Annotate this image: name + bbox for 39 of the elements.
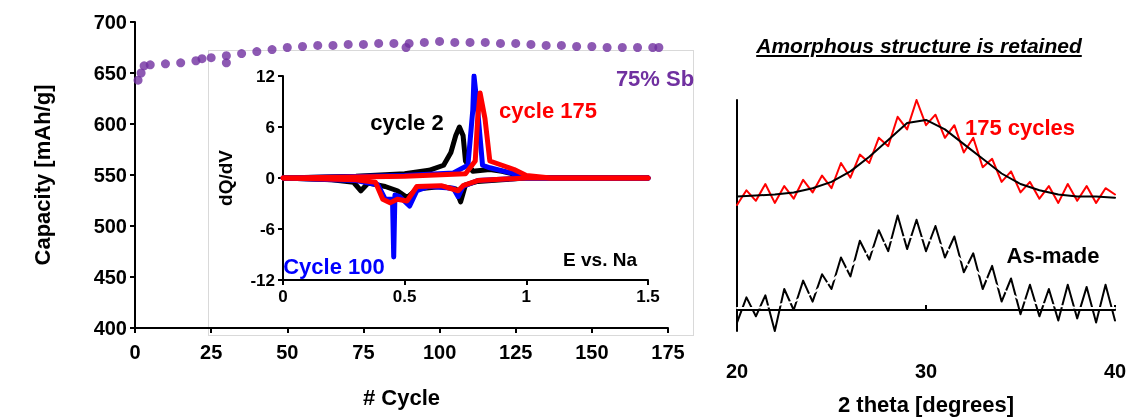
x-axis-title: # Cycle [362, 384, 441, 410]
y-tick-label: 0 [265, 168, 275, 188]
chart-title: Amorphous structure is retained [755, 34, 1083, 58]
x-tick-label: 100 [422, 341, 457, 363]
x-tick-label: 30 [914, 360, 938, 382]
y-tick-label: 450 [93, 266, 127, 288]
x-tick-label: 0 [129, 341, 141, 363]
y-tick-label: 500 [93, 215, 127, 237]
y-tick-label: 700 [93, 11, 127, 33]
x-tick-label: 150 [575, 341, 609, 363]
series-label: As-made [1006, 242, 1100, 268]
text: cycle 175 [499, 97, 597, 123]
y-tick-label: 650 [93, 62, 127, 84]
series-label: 175 cycles [964, 114, 1076, 140]
y-tick-label: 550 [93, 164, 127, 186]
x-tick-label: 25 [200, 341, 223, 363]
y-tick-label: 400 [93, 317, 127, 339]
y-axis-title: dQ/dV [215, 149, 236, 206]
series-label: Cycle 100 [283, 253, 385, 279]
y-tick-label: 6 [265, 117, 275, 137]
x-tick-label: 50 [276, 341, 299, 363]
x-tick-label: 175 [651, 341, 685, 363]
y-tick-label: -6 [259, 219, 275, 239]
x-tick-label: 1.5 [636, 287, 660, 306]
x-tick-label: 125 [499, 341, 533, 363]
x-tick-label: 0 [278, 287, 288, 306]
text: cycle 2 [370, 109, 444, 135]
x-tick-label: 0.5 [392, 287, 417, 306]
x-axis-title: 2 theta [degrees] [837, 391, 1015, 417]
x-tick-label: 1 [521, 287, 532, 306]
x-tick-label: 20 [725, 360, 749, 382]
y-tick-label: -12 [250, 270, 275, 290]
y-axis-title: Capacity [mAh/g] [29, 84, 55, 266]
x-axis-title: E vs. Na [563, 249, 638, 270]
x-tick-label: 40 [1103, 360, 1127, 382]
y-tick-label: 600 [93, 113, 127, 135]
y-tick-label: 12 [256, 66, 275, 86]
x-tick-label: 75 [352, 341, 375, 363]
series-label: 75% Sb [615, 65, 695, 91]
